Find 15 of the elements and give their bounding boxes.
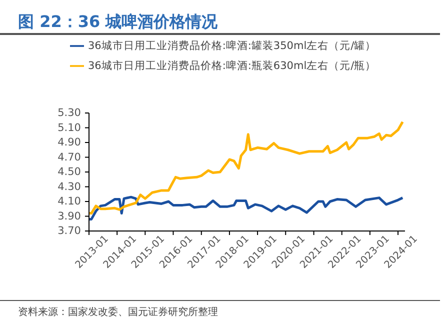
y-tick-label: 3.70: [58, 225, 81, 237]
y-tick-label: 4.70: [58, 151, 81, 164]
y-tick-label: 3.90: [58, 210, 81, 222]
legend-label: 36城市日用工业消费品价格:啤酒:瓶装630ml左右（元/瓶）: [88, 60, 376, 72]
y-tick-label: 4.90: [58, 136, 81, 148]
legend-label: 36城市日用工业消费品价格:啤酒:罐装350ml左右（元/罐）: [88, 40, 376, 52]
y-tick-label: 5.30: [58, 107, 81, 119]
text: 资料来源：国家发改委、国元证券研究所整理: [18, 306, 218, 319]
y-tick-label: 4.30: [58, 180, 81, 193]
line-series: [89, 196, 404, 220]
y-tick-label: 4.10: [58, 196, 81, 208]
line-series: [89, 120, 404, 215]
y-tick-label: 4.50: [58, 166, 81, 178]
chart-title: 图 22：36 城啤酒价格情况: [18, 12, 218, 33]
y-tick-label: 5.10: [58, 122, 81, 134]
